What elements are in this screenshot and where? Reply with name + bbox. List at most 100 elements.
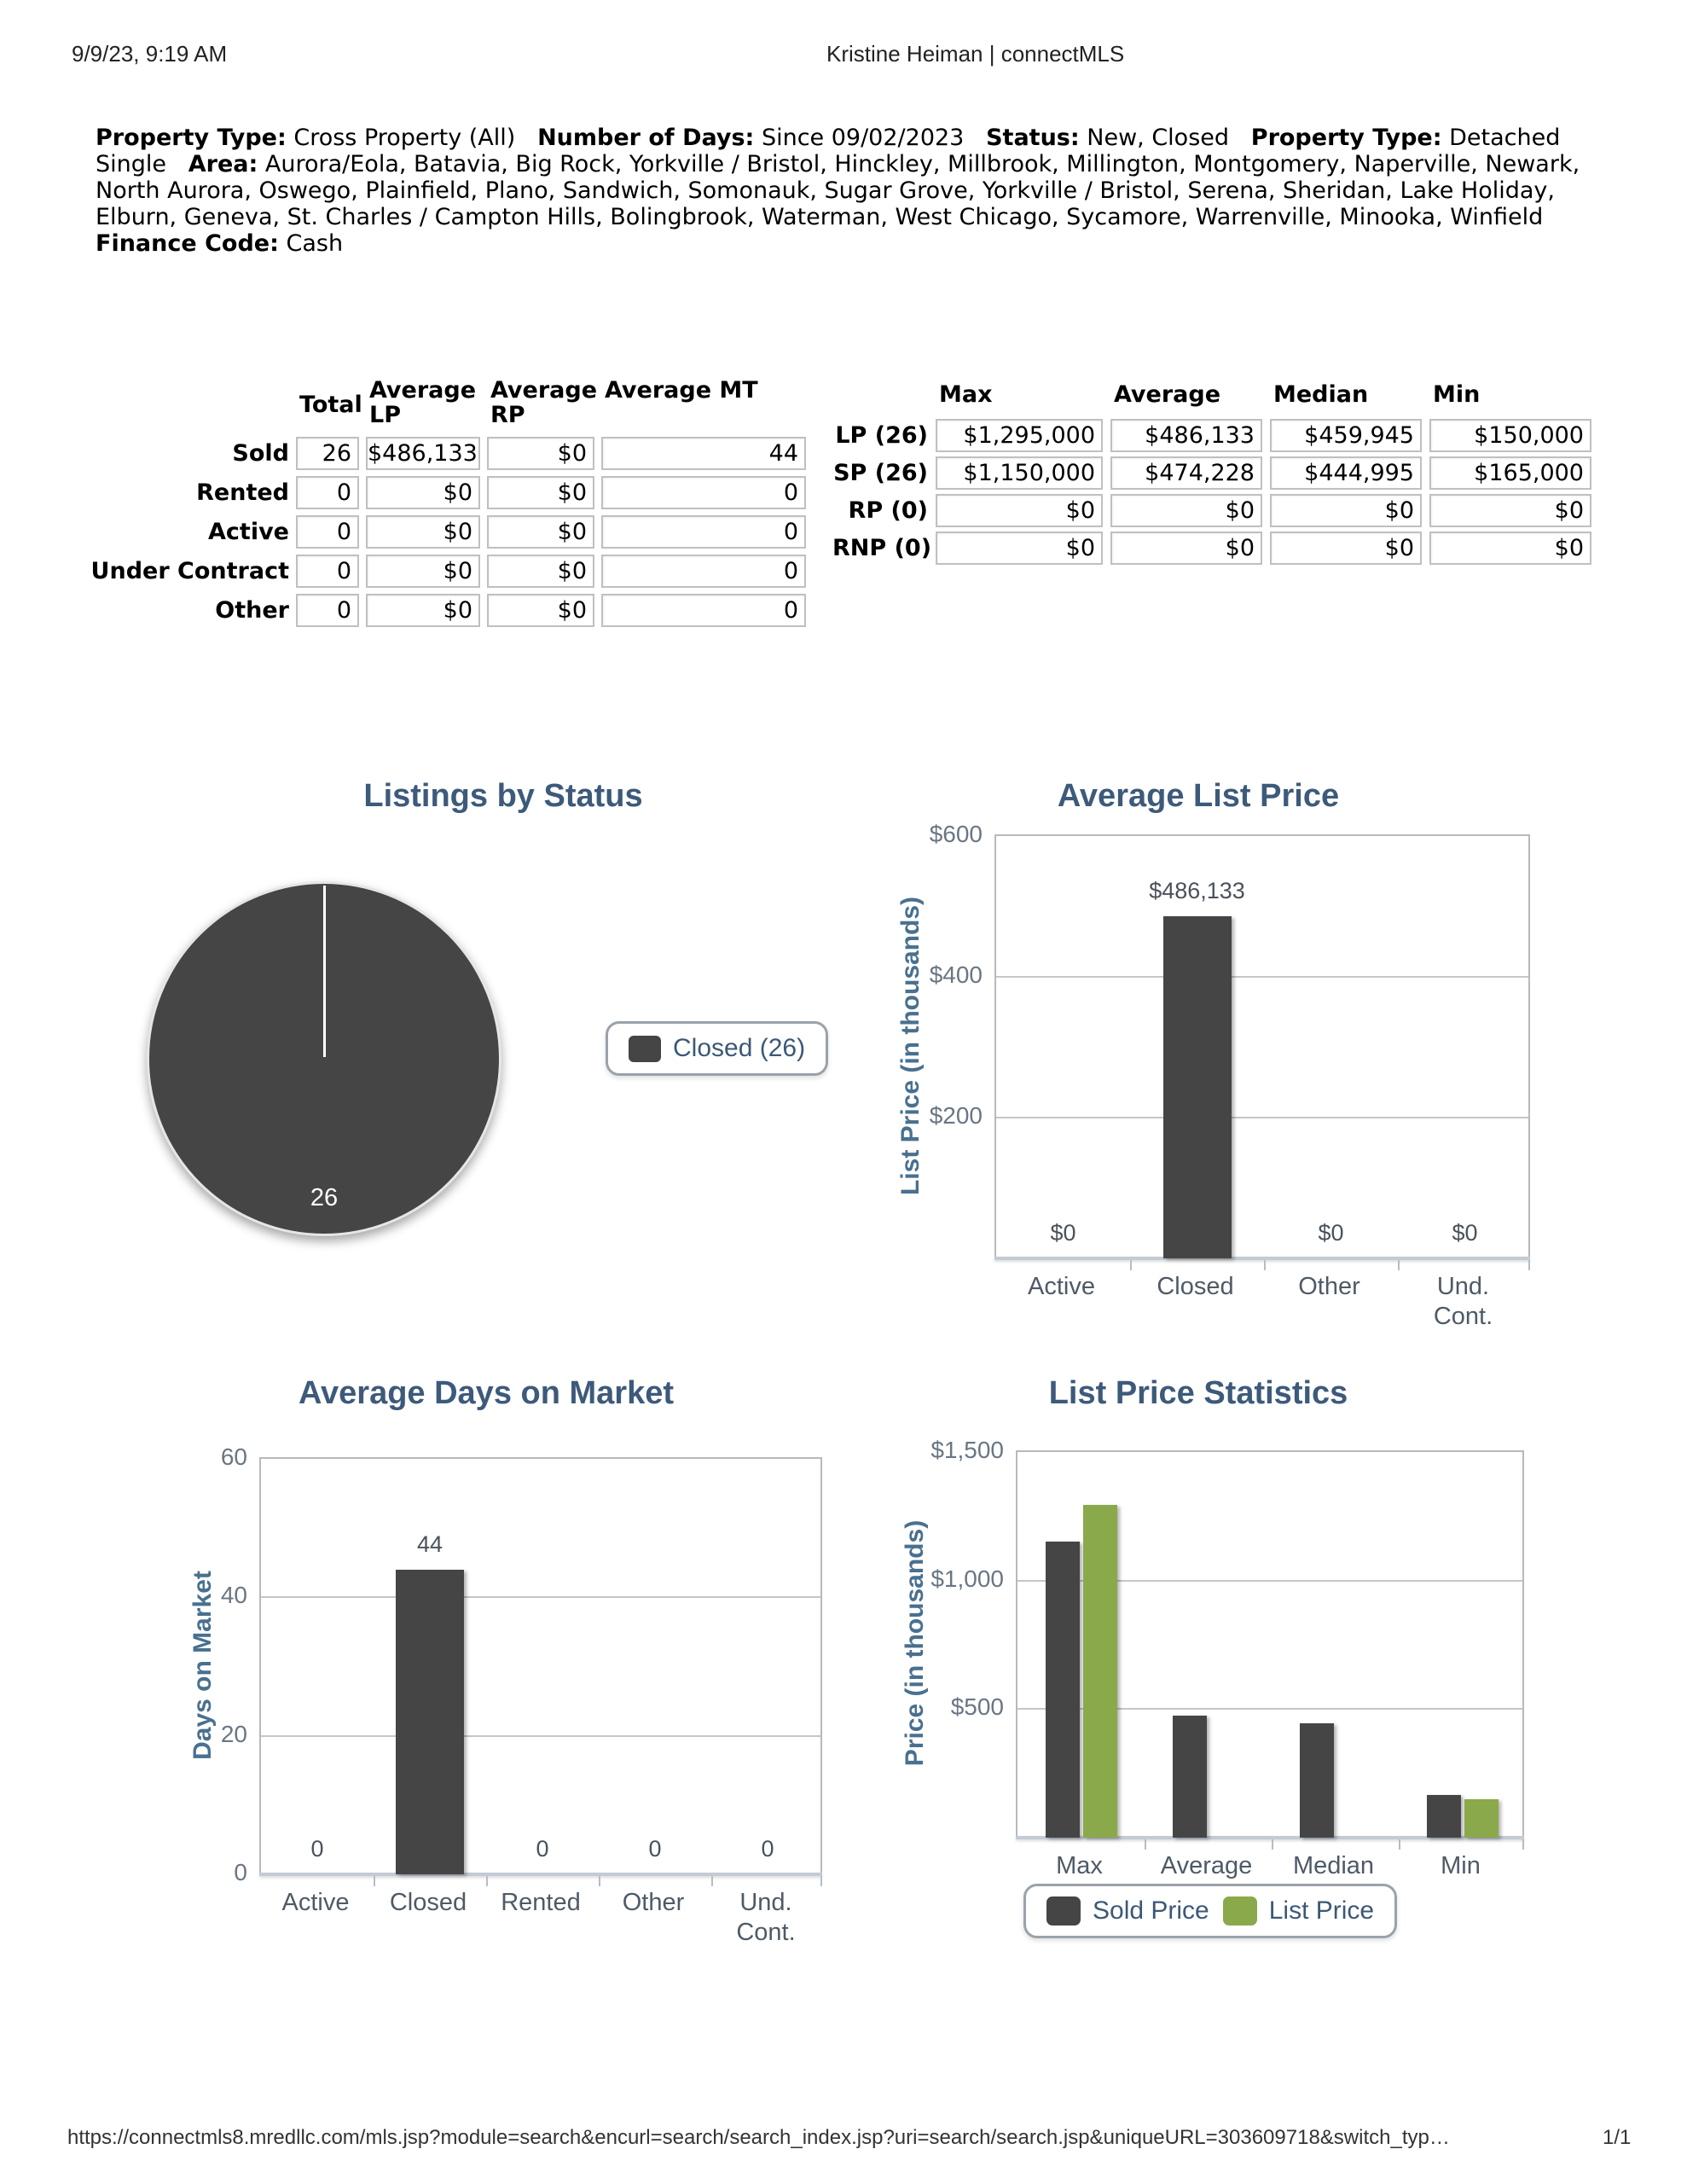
- y-tick-label: $1,500: [930, 1437, 1004, 1463]
- column-header: Average RP: [490, 377, 598, 428]
- pie-slice-label: 26: [310, 1184, 339, 1211]
- gridline: [261, 1734, 820, 1737]
- value-cell: 0: [296, 555, 359, 588]
- value-cell: $0: [1270, 494, 1422, 527]
- pie-slice-closed: 26: [147, 881, 501, 1236]
- criteria-value: Cash: [278, 230, 344, 257]
- bar-sold-price-median: [1299, 1722, 1334, 1838]
- legend-label: Sold Price: [1093, 1896, 1209, 1925]
- price-stats-table: Max Average Median Min LP (26) $1,295,000 $486…: [832, 382, 1591, 565]
- y-tick-label: 20: [220, 1720, 247, 1747]
- value-cell: $459,945: [1270, 419, 1422, 452]
- value-cell: 0: [601, 555, 806, 588]
- category-tick: [599, 1876, 600, 1886]
- x-category-label: Other: [1298, 1273, 1360, 1300]
- bar-value-label: 0: [761, 1836, 774, 1862]
- category-tick: [486, 1876, 488, 1886]
- value-cell: $0: [487, 594, 594, 627]
- category-tick: [1528, 1260, 1530, 1270]
- gridline: [1017, 1579, 1522, 1582]
- bar-value-label: 44: [416, 1531, 443, 1557]
- criteria-label: Number of Days:: [537, 125, 755, 151]
- value-cell: 44: [601, 437, 806, 470]
- y-tick-label: $200: [929, 1102, 983, 1129]
- plot-area: [1016, 1450, 1524, 1850]
- value-cell: $165,000: [1429, 456, 1591, 490]
- bar-closed: [396, 1569, 464, 1874]
- x-axis-line: [259, 1873, 822, 1876]
- value-cell: $0: [487, 476, 594, 509]
- criteria-value: Cross Property (All): [286, 125, 516, 151]
- bar-value-label: 0: [536, 1836, 549, 1862]
- row-label: LP (26): [835, 422, 928, 449]
- status-summary-table: Total Average LP Average RP Average MT Sold 2…: [90, 378, 806, 627]
- value-cell: $444,995: [1270, 456, 1422, 490]
- plot-area: $0 $486,133 $0 $0: [994, 834, 1530, 1270]
- bar-list-price-max: [1082, 1504, 1117, 1838]
- bar-value-label: $486,133: [1149, 877, 1245, 903]
- value-cell: 26: [296, 437, 359, 470]
- y-tick-label: $400: [929, 961, 983, 988]
- column-header: Max: [939, 381, 993, 408]
- value-cell: $474,228: [1110, 456, 1262, 490]
- category-tick: [711, 1876, 713, 1886]
- row-label: RP (0): [848, 497, 928, 524]
- chart-list-price-statistics: List Price Statistics Price (in thousands…: [878, 1363, 1569, 1995]
- column-header: Average: [1114, 381, 1221, 408]
- value-cell: $0: [487, 555, 594, 588]
- category-tick: [820, 1876, 822, 1886]
- x-category-label: Rented: [501, 1889, 581, 1916]
- gridline: [996, 1117, 1528, 1118]
- footer-page-number: 1/1: [1603, 2126, 1632, 2149]
- bar-sold-price-max: [1045, 1542, 1080, 1838]
- print-datetime: 9/9/23, 9:19 AM: [72, 41, 228, 67]
- column-header: Average LP: [369, 377, 477, 428]
- value-cell: $150,000: [1429, 419, 1591, 452]
- y-tick-label: $1,000: [930, 1565, 1004, 1592]
- y-tick-label: 60: [220, 1443, 247, 1470]
- x-category-label: Und. Cont.: [1433, 1273, 1493, 1330]
- value-cell: $486,133: [1110, 419, 1262, 452]
- x-axis-line: [994, 1257, 1530, 1260]
- legend-swatch: [1046, 1896, 1081, 1926]
- value-cell: $0: [487, 515, 594, 549]
- chart-title: List Price Statistics: [1048, 1375, 1348, 1411]
- gridline: [996, 976, 1528, 978]
- value-cell: $0: [1270, 531, 1422, 565]
- value-cell: $1,150,000: [936, 456, 1103, 490]
- print-header-title: Kristine Heiman | connectMLS: [826, 41, 1125, 67]
- chart-title: Average Days on Market: [298, 1375, 674, 1411]
- y-tick-label: $500: [950, 1693, 1004, 1721]
- table-corner: [832, 382, 928, 415]
- bar-sold-price-min: [1426, 1795, 1461, 1838]
- x-category-label: Median: [1292, 1852, 1375, 1879]
- category-tick: [1398, 1260, 1400, 1270]
- value-cell: $1,295,000: [936, 419, 1103, 452]
- y-tick-label: 0: [234, 1859, 247, 1885]
- x-category-label: Average: [1160, 1852, 1253, 1879]
- value-cell: $0: [1110, 531, 1262, 565]
- category-tick: [1399, 1839, 1400, 1850]
- criteria-label: Property Type:: [96, 125, 287, 151]
- value-cell: $0: [366, 476, 480, 509]
- legend-item: Sold Price: [1046, 1896, 1209, 1926]
- value-cell: $0: [936, 531, 1103, 565]
- category-tick: [1130, 1260, 1132, 1270]
- value-cell: $0: [366, 515, 480, 549]
- legend-label: Closed (26): [673, 1034, 806, 1062]
- row-label: Other: [215, 597, 289, 624]
- value-cell: 0: [601, 515, 806, 549]
- x-category-label: Closed: [389, 1889, 467, 1916]
- chart-listings-by-status: Listings by Status 26 Closed (26): [111, 766, 896, 1278]
- value-cell: $0: [1110, 494, 1262, 527]
- x-category-label: Other: [622, 1889, 685, 1916]
- criteria-value: New, Closed: [1079, 125, 1230, 151]
- legend-label: List Price: [1268, 1896, 1375, 1925]
- chart-legend: Sold Price List Price: [1023, 1884, 1398, 1938]
- y-tick-label: $600: [929, 821, 983, 847]
- bar-value-label: 0: [310, 1836, 324, 1862]
- criteria-value: Since 09/02/2023: [754, 125, 965, 151]
- footer-url: https://connectmls8.mredllc.com/mls.jsp?…: [67, 2126, 1450, 2149]
- row-label: Active: [208, 519, 289, 545]
- row-label: Rented: [196, 479, 289, 506]
